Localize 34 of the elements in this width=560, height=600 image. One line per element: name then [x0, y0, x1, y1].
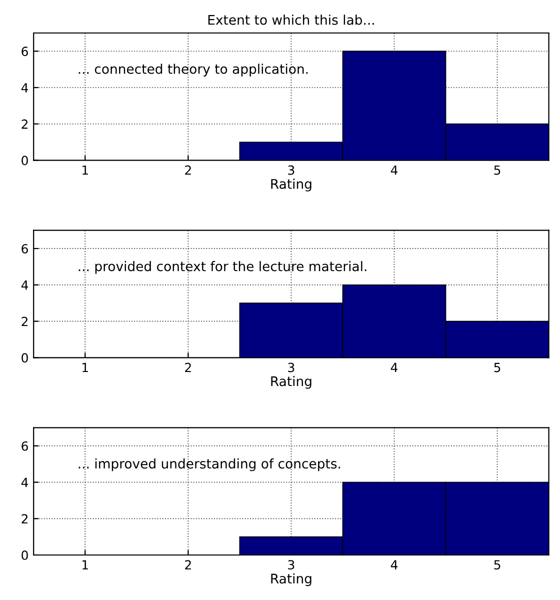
x-tick-label: 1	[82, 560, 88, 570]
x-tick-label: 4	[390, 362, 398, 372]
x-tick-label: 2	[185, 362, 191, 372]
annotation: ... improved understanding of concepts.	[78, 458, 340, 472]
x-axis-title: Rating	[271, 573, 312, 586]
x-tick-label: 3	[288, 165, 294, 175]
y-tick-label: 0	[22, 550, 28, 560]
x-axis-title: Rating	[271, 376, 312, 389]
x-tick-label: 4	[390, 166, 398, 175]
y-tick-label: 0	[22, 156, 28, 166]
x-tick-label: 5	[494, 362, 500, 372]
y-tick-label: 6	[22, 46, 28, 56]
x-tick-label: 2	[185, 560, 191, 570]
y-tick-label: 2	[22, 119, 28, 129]
y-tick-label: 0	[22, 353, 28, 363]
x-tick-label: 3	[288, 362, 294, 372]
annotation: ... connected theory to application.	[78, 64, 308, 76]
y-tick-label: 4	[21, 478, 28, 487]
x-tick-label: 1	[82, 362, 88, 372]
x-tick-label: 1	[82, 166, 88, 175]
x-tick-label: 3	[288, 560, 294, 570]
x-axis-title: Rating	[271, 178, 312, 192]
y-tick-label: 4	[21, 280, 28, 290]
annotation: ... provided context for the lecture material.	[78, 261, 366, 274]
y-tick-label: 6	[22, 441, 28, 451]
y-tick-label: 2	[22, 514, 28, 524]
x-tick-label: 2	[185, 165, 191, 175]
y-tick-label: 4	[21, 83, 28, 92]
x-tick-label: 5	[494, 166, 500, 175]
x-tick-label: 4	[390, 560, 398, 570]
y-tick-label: 6	[22, 244, 28, 254]
chart-title: Extent to which this lab...	[208, 14, 374, 25]
x-tick-label: 5	[494, 560, 500, 570]
y-tick-label: 2	[22, 316, 28, 326]
